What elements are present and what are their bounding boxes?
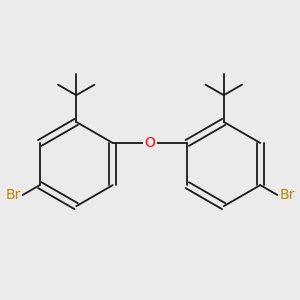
Text: Br: Br — [5, 188, 21, 202]
Text: Br: Br — [279, 188, 295, 202]
Text: O: O — [145, 136, 155, 150]
